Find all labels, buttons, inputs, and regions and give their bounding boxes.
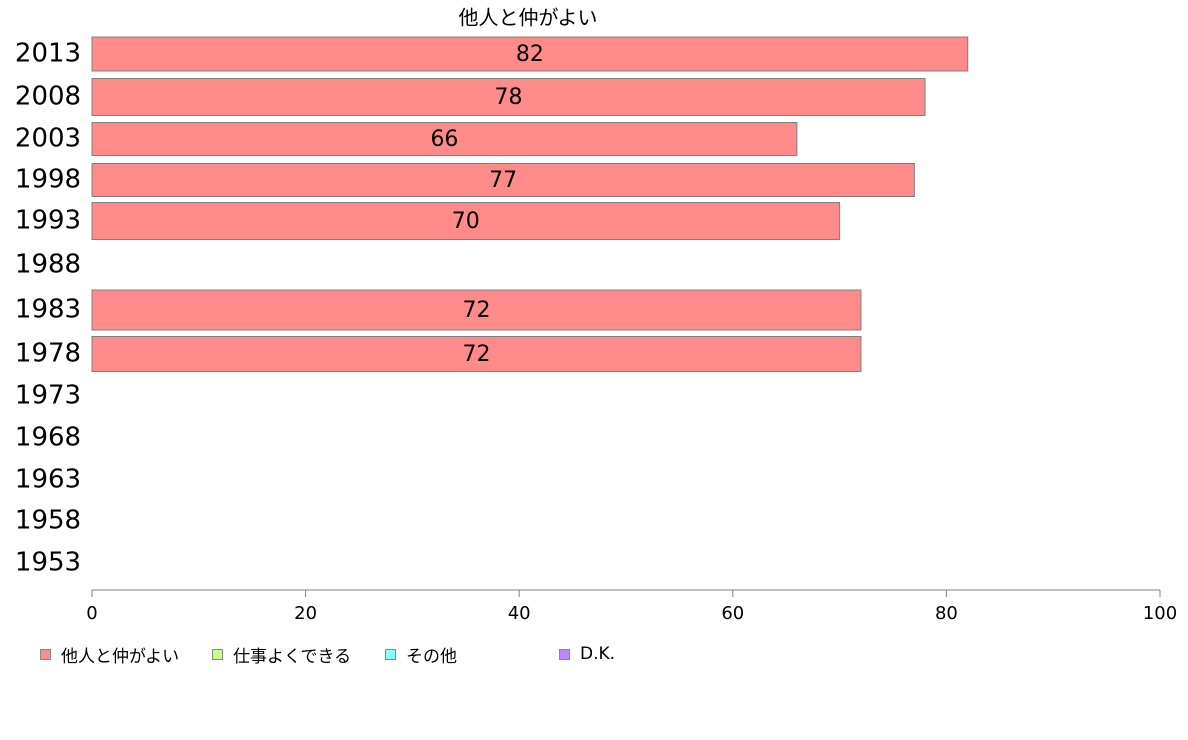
bar-label-1983: 72 [462,298,490,323]
y-tick-label-1993: 1993 [15,206,81,236]
x-tick-label-40: 40 [508,603,531,624]
bar-label-1993: 70 [452,209,480,234]
y-tick-label-1973: 1973 [15,381,81,411]
x-tick-label-0: 0 [86,603,97,624]
y-tick-label-1983: 1983 [15,295,81,325]
bar-2008 [91,78,926,116]
x-tick-label-100: 100 [1143,603,1177,624]
bar-1978 [91,336,862,372]
chart-title: 他人と仲がよい [459,6,598,30]
legend-item-0: 他人と仲がよい [40,642,180,667]
bar-2013 [91,36,969,72]
legend-label-0: 他人と仲がよい [61,646,180,667]
y-tick-label-1958: 1958 [15,506,81,536]
legend-label-1: 仕事よくできる [233,646,352,667]
bar-1983 [91,289,862,331]
bar-label-2008: 78 [495,85,523,110]
y-tick-label-2003: 2003 [15,124,81,154]
bar-label-2013: 82 [516,42,544,67]
y-tick-label-2008: 2008 [15,82,81,112]
bar-1998 [91,163,915,197]
x-tick-label-20: 20 [294,603,317,624]
chart-legend: 他人と仲がよい 仕事よくできる その他 D.K. [40,642,1140,667]
bar-label-2003: 66 [430,127,458,152]
legend-swatch-3 [559,648,570,660]
y-tick-label-1953: 1953 [15,548,81,578]
x-tick-label-60: 60 [721,603,744,624]
x-tick-label-80: 80 [935,603,958,624]
legend-item-3: D.K. [559,642,615,666]
legend-item-1: 仕事よくできる [212,642,352,667]
legend-label-2: その他 [406,646,457,667]
legend-label-3: D.K. [580,644,616,664]
bar-2003 [91,122,798,156]
bar-label-1998: 77 [489,168,517,193]
legend-item-2: その他 [385,642,457,667]
y-tick-label-1978: 1978 [15,339,81,369]
y-tick-label-1963: 1963 [15,465,81,495]
bar-1993 [91,202,841,240]
y-tick-label-2013: 2013 [15,39,81,69]
legend-swatch-2 [385,648,396,660]
y-tick-label-1998: 1998 [15,165,81,195]
legend-swatch-0 [40,648,51,660]
y-tick-label-1988: 1988 [15,250,81,280]
y-tick-label-1968: 1968 [15,423,81,453]
bar-label-1978: 72 [462,342,490,367]
legend-swatch-1 [212,648,223,660]
